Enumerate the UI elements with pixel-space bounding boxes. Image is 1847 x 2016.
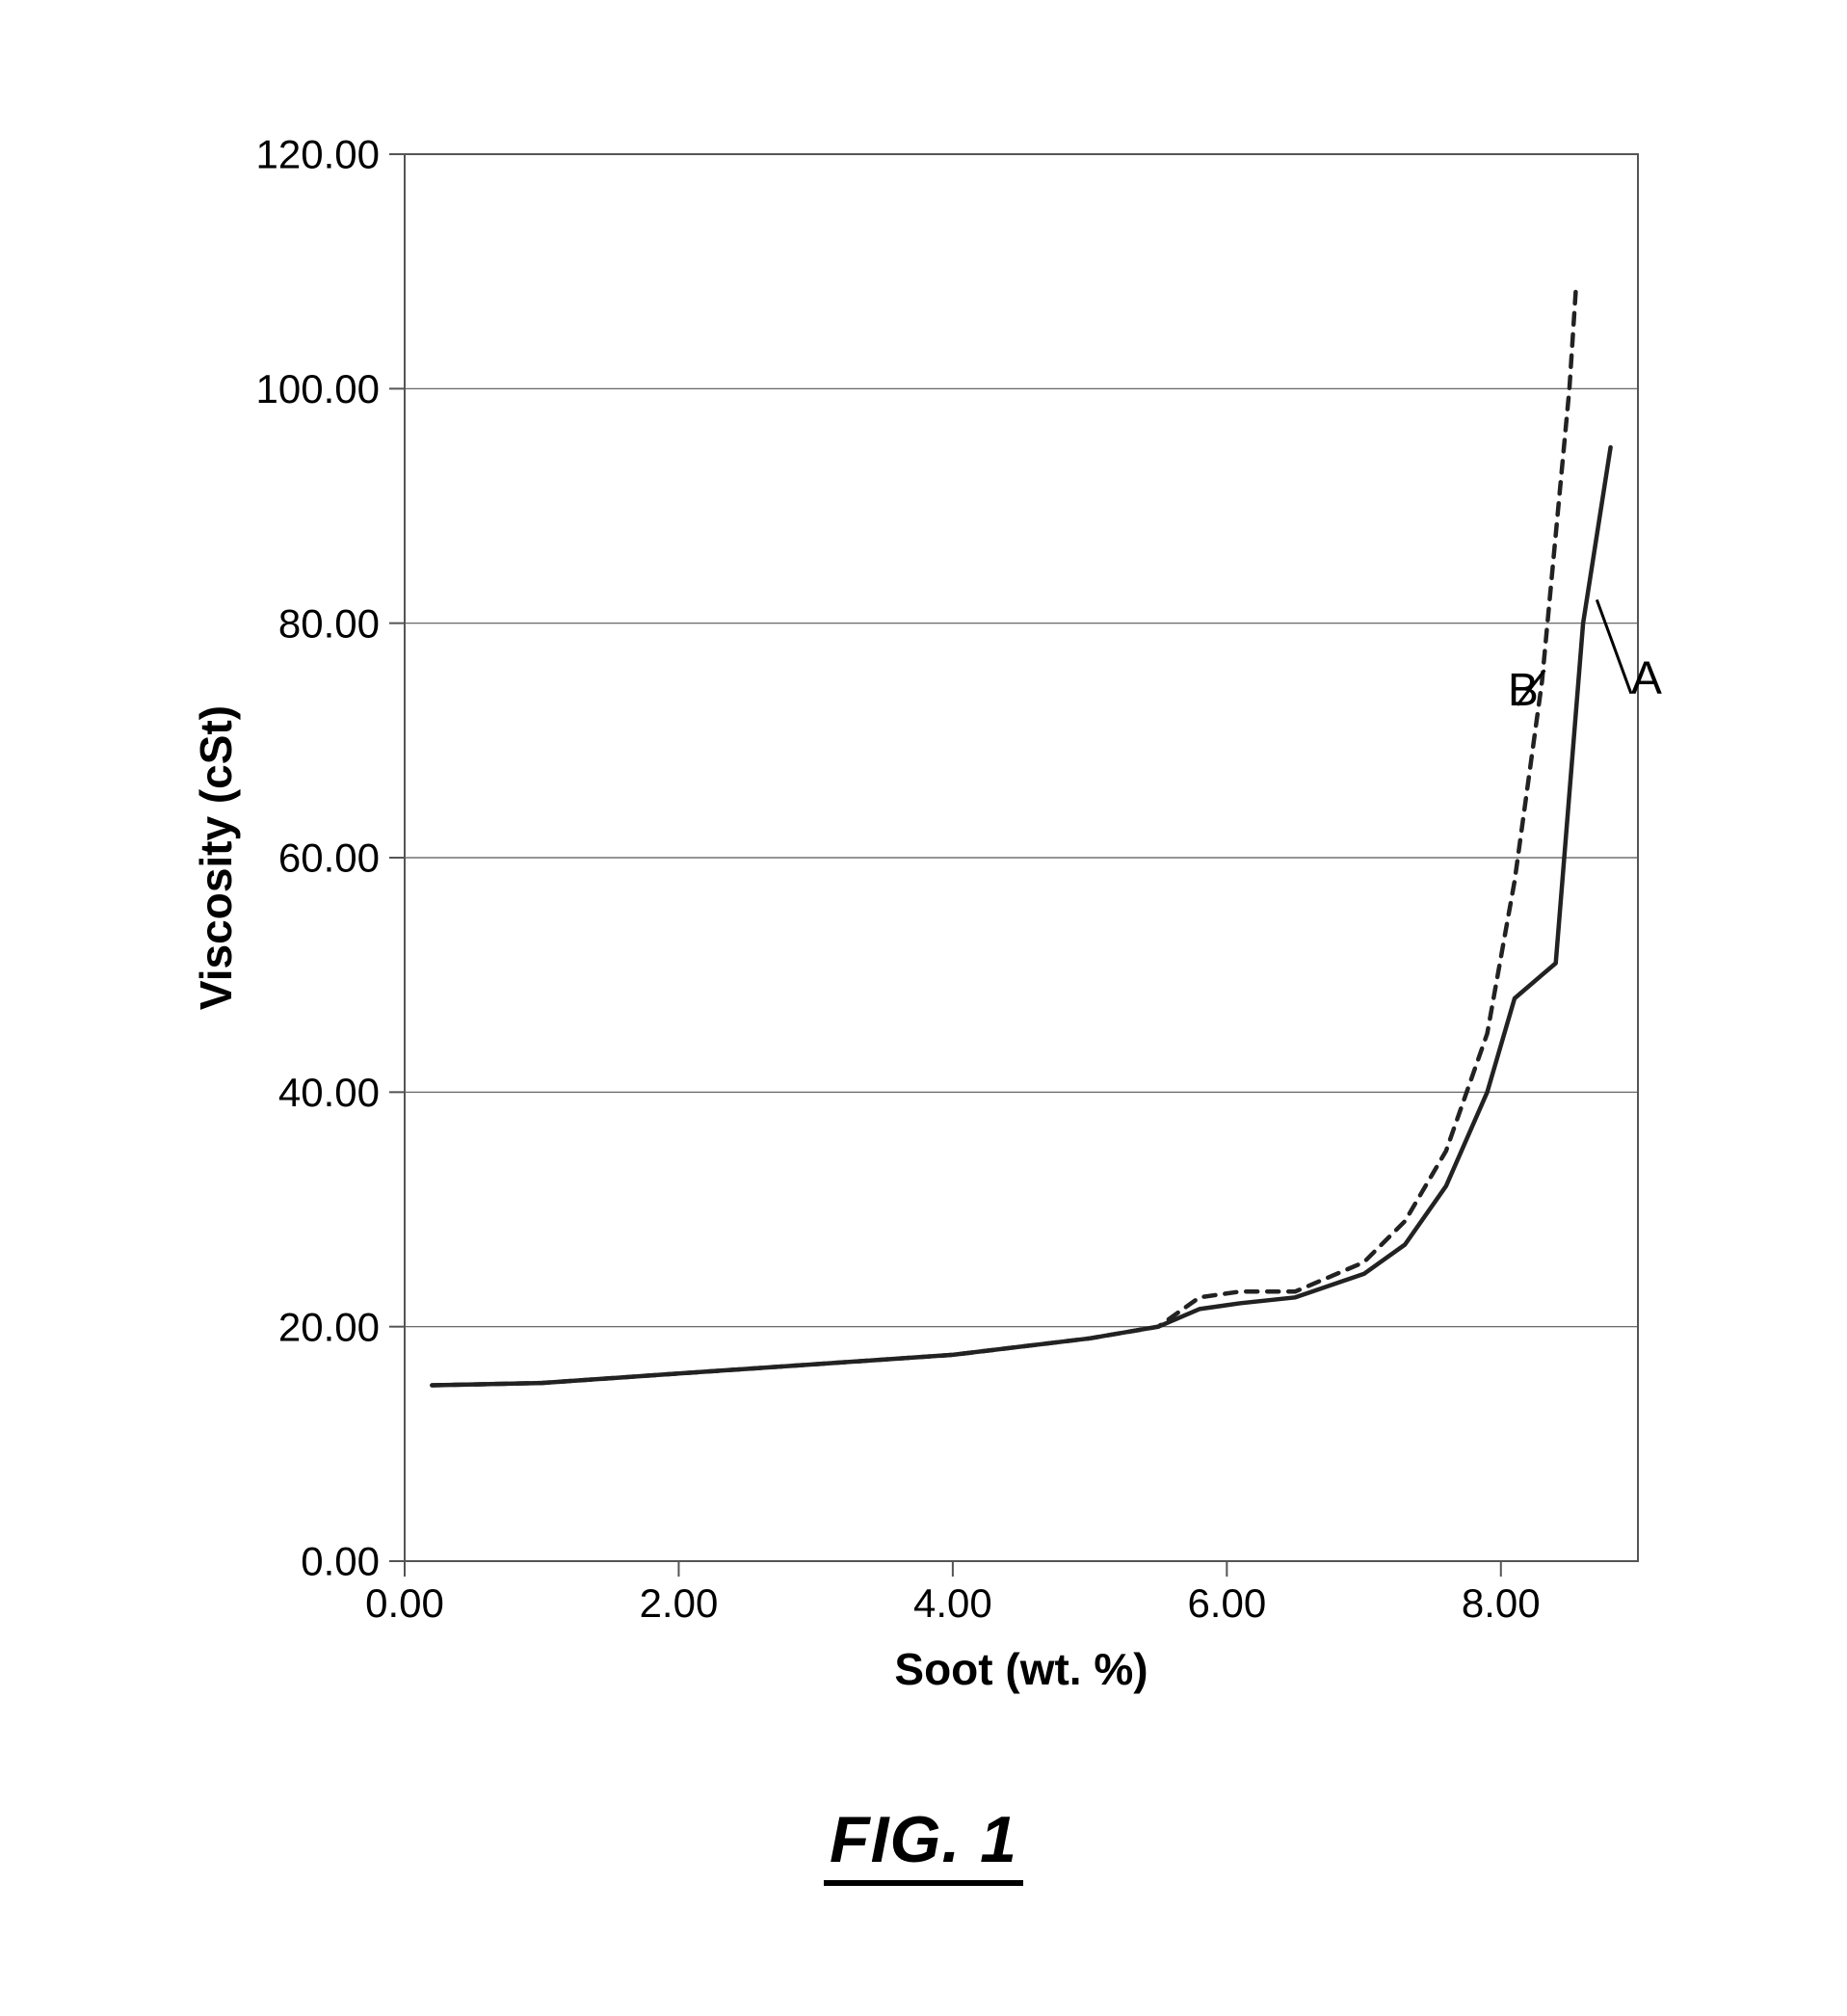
series-label-a: A xyxy=(1631,653,1662,704)
page: 0.00 2.00 4.00 6.00 8.00 0.00 20.00 40.00 60.00 8… xyxy=(0,0,1847,2016)
x-tick-label: 6.00 xyxy=(1187,1580,1266,1626)
x-tick-label: 4.00 xyxy=(913,1580,992,1626)
x-tick-label: 2.00 xyxy=(640,1580,719,1626)
series-label-b: B xyxy=(1508,665,1539,716)
y-tick-label: 100.00 xyxy=(256,366,380,411)
y-tick-label: 0.00 xyxy=(301,1539,380,1584)
viscosity-vs-soot-chart: 0.00 2.00 4.00 6.00 8.00 0.00 20.00 40.00 60.00 8… xyxy=(154,116,1696,1754)
figure-caption: FIG. 1 xyxy=(0,1802,1847,1877)
y-tick-label: 20.00 xyxy=(278,1304,380,1349)
x-tick-label: 8.00 xyxy=(1462,1580,1541,1626)
y-tick-label: 80.00 xyxy=(278,600,380,646)
y-tick-label: 60.00 xyxy=(278,836,380,881)
y-axis-title: Viscosity (cSt) xyxy=(191,705,241,1010)
y-tick-label: 40.00 xyxy=(278,1070,380,1115)
chart-container: 0.00 2.00 4.00 6.00 8.00 0.00 20.00 40.00 60.00 8… xyxy=(154,116,1696,1754)
x-tick-label: 0.00 xyxy=(365,1580,444,1626)
x-axis-title: Soot (wt. %) xyxy=(894,1644,1148,1694)
figure-caption-text: FIG. 1 xyxy=(824,1803,1023,1886)
y-tick-label: 120.00 xyxy=(256,132,380,177)
chart-bg xyxy=(154,116,1696,1754)
